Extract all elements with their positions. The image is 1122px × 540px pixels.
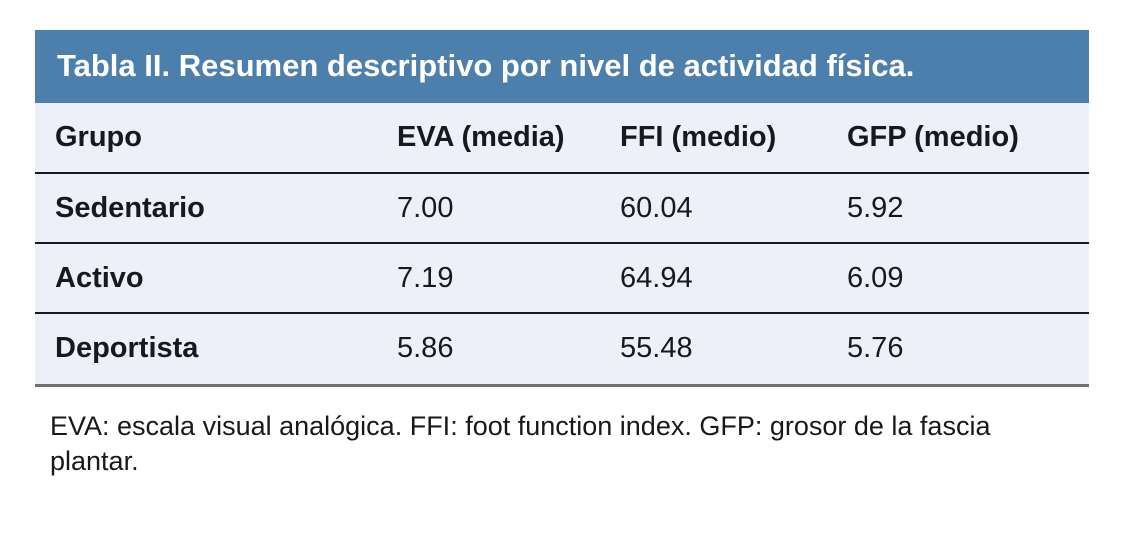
column-header-eva: EVA (media) — [377, 103, 600, 174]
column-header-ffi: FFI (medio) — [600, 103, 827, 174]
table-header-row: Grupo EVA (media) FFI (medio) GFP (medio… — [35, 103, 1089, 174]
group-name: Activo — [35, 243, 377, 314]
ffi-value: 60.04 — [600, 173, 827, 244]
summary-table: Grupo EVA (media) FFI (medio) GFP (medio… — [35, 103, 1089, 387]
column-header-grupo: Grupo — [35, 103, 377, 174]
eva-value: 7.19 — [377, 243, 600, 314]
gfp-value: 6.09 — [827, 243, 1089, 314]
table-title: Tabla II. Resumen descriptivo por nivel … — [57, 48, 915, 84]
table-footnote: EVA: escala visual analógica. FFI: foot … — [50, 410, 991, 476]
table-title-band: Tabla II. Resumen descriptivo por nivel … — [35, 30, 1089, 103]
table-row: Activo 7.19 64.94 6.09 — [35, 243, 1089, 314]
group-name: Sedentario — [35, 173, 377, 244]
gfp-value: 5.76 — [827, 313, 1089, 387]
gfp-value: 5.92 — [827, 173, 1089, 244]
table-figure: Tabla II. Resumen descriptivo por nivel … — [35, 30, 1089, 479]
ffi-value: 64.94 — [600, 243, 827, 314]
eva-value: 5.86 — [377, 313, 600, 387]
group-name: Deportista — [35, 313, 377, 387]
table-row: Sedentario 7.00 60.04 5.92 — [35, 173, 1089, 244]
ffi-value: 55.48 — [600, 313, 827, 387]
table-row: Deportista 5.86 55.48 5.76 — [35, 313, 1089, 387]
eva-value: 7.00 — [377, 173, 600, 244]
column-header-gfp: GFP (medio) — [827, 103, 1089, 174]
